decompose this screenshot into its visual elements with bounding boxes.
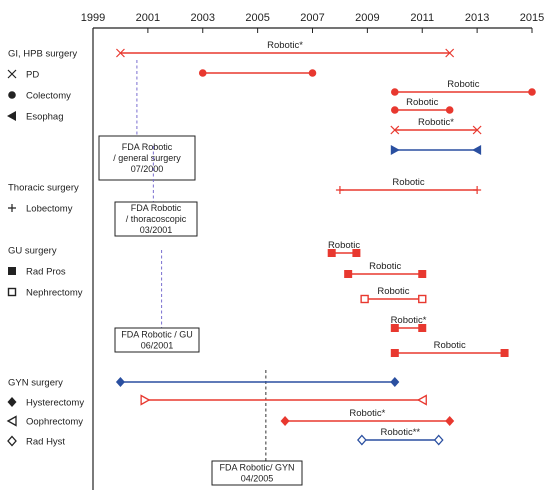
fda-approval-text: 06/2001 [141, 341, 174, 351]
segment-start-square-icon [390, 324, 399, 332]
segment-end-square-icon [352, 249, 361, 257]
segment-end-square-icon [418, 270, 427, 278]
segment-end-circle-icon [445, 106, 454, 114]
segment-end-square-icon [500, 349, 509, 357]
x-tick-label: 2001 [136, 12, 160, 24]
segment-label: Robotic [392, 177, 424, 188]
legend-label: PD [26, 70, 39, 81]
segment-start-open-square-icon [360, 294, 369, 304]
legend-label: Colectomy [26, 91, 71, 102]
segment-label: Robotic [406, 97, 438, 108]
legend-label: Lobectomy [26, 204, 73, 215]
segment-start-circle-icon [391, 88, 399, 96]
segment-start-circle-icon [198, 69, 207, 77]
square-icon [8, 267, 16, 275]
segment-start-open-triangle-icon [140, 394, 151, 406]
x-tick-label: 2005 [245, 12, 269, 24]
segment-end-plus-icon [473, 186, 482, 194]
segment-label: Robotic* [349, 408, 385, 419]
segment-start-circle-icon [391, 106, 399, 114]
segment-start-x-icon [116, 48, 125, 58]
segment-label: Robotic [434, 340, 466, 351]
legend-label: Oophrectomy [26, 417, 83, 428]
fda-approval-box [114, 327, 200, 353]
segment-label: Robotic** [380, 427, 420, 438]
fda-approval-text: FDA Robotic/ GYN [219, 463, 294, 473]
segment-label: Robotic* [418, 117, 454, 128]
segment-label: Robotic [447, 79, 479, 90]
plus-icon [8, 204, 16, 212]
segment-start-triangle-icon [390, 145, 400, 155]
x-tick-label: 2013 [465, 12, 489, 24]
fda-approval-text: 03/2001 [140, 225, 173, 235]
x-tick-label: 2003 [191, 12, 215, 24]
fda-approval-text: / general surgery [113, 153, 181, 163]
segment-label: Robotic* [391, 315, 427, 326]
segment-end-circle-icon [528, 88, 536, 96]
segment-label: Robotic [369, 261, 401, 272]
x-tick-label: 2007 [300, 12, 324, 24]
fda-approval-text: FDA Robotic / GU [121, 330, 193, 340]
segment-start-diamond-icon [280, 416, 290, 426]
fda-approval-text: 04/2005 [241, 474, 274, 484]
category-header: GU surgery [8, 246, 57, 257]
category-header: Thoracic surgery [8, 183, 79, 194]
legend-label: Rad Pros [26, 267, 66, 278]
segment-start-open-diamond-icon [357, 434, 367, 446]
x-tick-label: 1999 [81, 12, 105, 24]
segment-start-x-icon [390, 125, 400, 135]
left-triangle-icon [7, 111, 16, 121]
fda-approval-text: 07/2000 [131, 164, 164, 174]
fda-approval-text: FDA Robotic [122, 142, 173, 152]
fda-approval-box [98, 135, 196, 181]
segment-start-square-icon [344, 270, 353, 278]
segment-end-diamond-icon [445, 416, 455, 426]
fda-approval-box [211, 460, 303, 486]
x-tick-label: 2011 [410, 12, 434, 24]
segment-end-x-icon [472, 125, 482, 135]
x-tick-label: 2009 [355, 12, 379, 24]
legend-label: Hysterectomy [26, 398, 84, 409]
diamond-icon [7, 397, 17, 407]
legend-label: Rad Hyst [26, 437, 65, 448]
segment-start-plus-icon [335, 186, 344, 194]
open-left-triangle-icon [6, 415, 17, 427]
segment-start-diamond-icon [115, 377, 125, 387]
fda-approval-text: FDA Robotic [131, 203, 182, 213]
legend-label: Esophag [26, 112, 64, 123]
segment-label: Robotic* [267, 40, 303, 51]
segment-end-triangle-icon [472, 145, 482, 155]
open-diamond-icon [7, 435, 17, 447]
segment-start-square-icon [327, 249, 336, 257]
category-header: GI, HPB surgery [8, 49, 77, 60]
fda-approval-box [114, 201, 198, 237]
segment-end-open-square-icon [418, 294, 427, 304]
segment-label: Robotic [328, 240, 360, 251]
segment-end-x-icon [445, 48, 455, 58]
segment-label: Robotic [377, 286, 409, 297]
circle-icon [8, 91, 16, 99]
fda-approval-text: / thoracoscopic [126, 214, 187, 224]
segment-end-square-icon [418, 324, 427, 332]
segment-end-circle-icon [308, 69, 317, 77]
category-header: GYN surgery [8, 378, 63, 389]
x-icon [7, 69, 17, 79]
x-tick-label: 2015 [520, 12, 544, 24]
legend-label: Nephrectomy [26, 288, 83, 299]
segment-start-square-icon [390, 349, 399, 357]
segment-end-open-triangle-icon [416, 394, 427, 406]
segment-end-open-diamond-icon [433, 434, 444, 446]
segment-end-diamond-icon [390, 377, 400, 387]
open-square-icon [7, 287, 17, 297]
